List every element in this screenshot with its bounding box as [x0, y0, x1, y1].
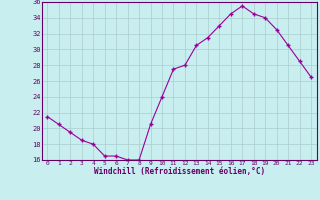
X-axis label: Windchill (Refroidissement éolien,°C): Windchill (Refroidissement éolien,°C): [94, 167, 265, 176]
